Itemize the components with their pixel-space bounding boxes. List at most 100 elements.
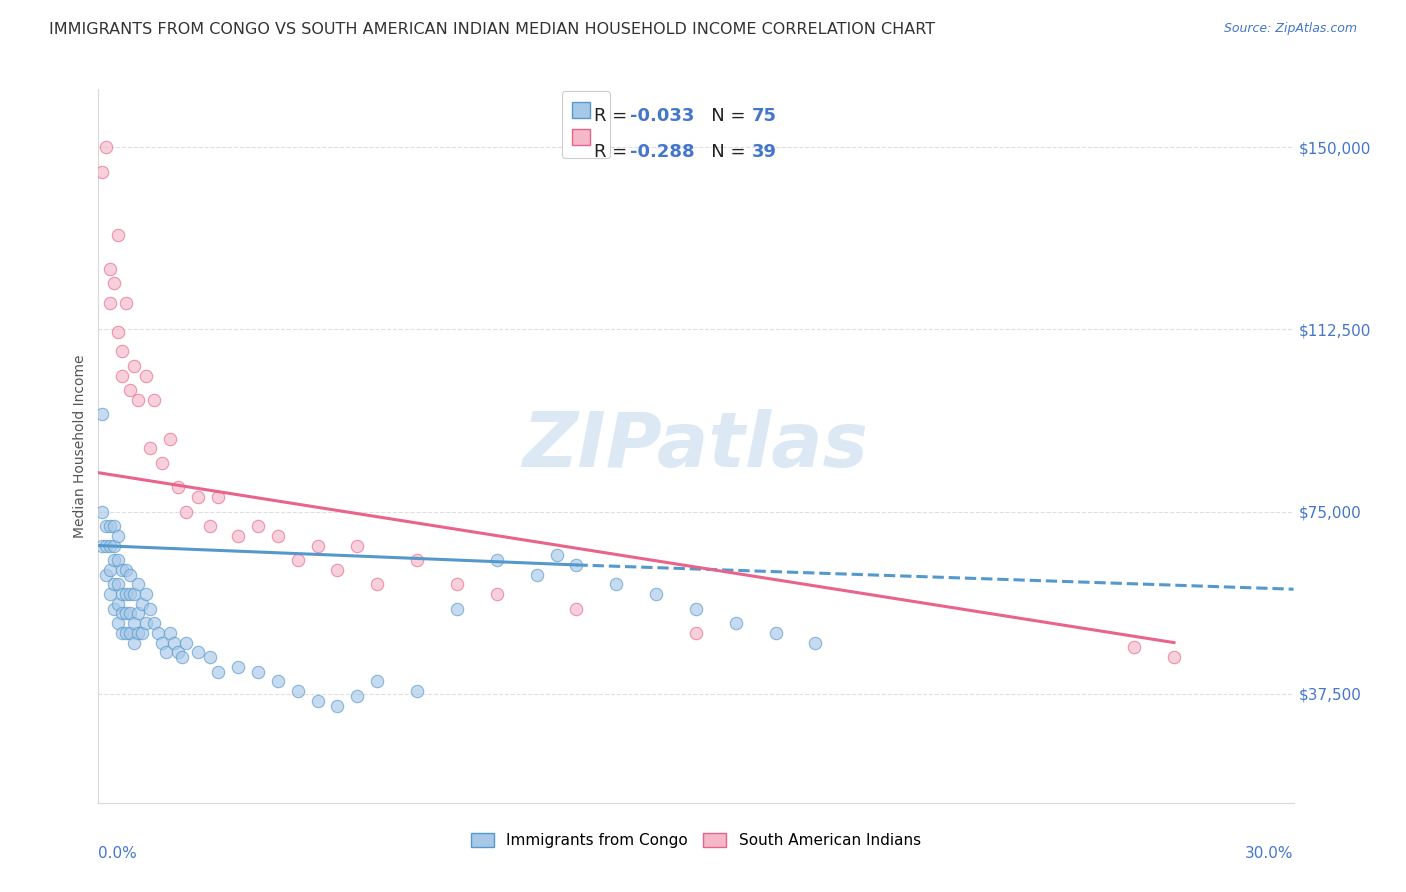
Point bbox=[307, 539, 329, 553]
Point bbox=[546, 548, 568, 562]
Point bbox=[172, 650, 194, 665]
Point bbox=[124, 635, 146, 649]
Point bbox=[246, 665, 269, 679]
Point bbox=[685, 601, 707, 615]
Point bbox=[124, 587, 146, 601]
Point bbox=[605, 577, 627, 591]
Text: 0.0%: 0.0% bbox=[98, 846, 138, 861]
Point bbox=[485, 553, 508, 567]
Text: IMMIGRANTS FROM CONGO VS SOUTH AMERICAN INDIAN MEDIAN HOUSEHOLD INCOME CORRELATI: IMMIGRANTS FROM CONGO VS SOUTH AMERICAN … bbox=[49, 22, 935, 37]
Point bbox=[406, 553, 429, 567]
Point bbox=[107, 597, 129, 611]
Point bbox=[307, 694, 329, 708]
Point bbox=[111, 626, 134, 640]
Point bbox=[135, 616, 157, 631]
Point bbox=[115, 295, 138, 310]
Point bbox=[406, 684, 429, 698]
Point bbox=[198, 650, 221, 665]
Point bbox=[127, 577, 149, 591]
Point bbox=[115, 626, 138, 640]
Point bbox=[98, 295, 122, 310]
Text: 30.0%: 30.0% bbox=[1246, 846, 1294, 861]
Text: R =: R = bbox=[595, 143, 633, 161]
Point bbox=[485, 587, 508, 601]
Point bbox=[346, 539, 368, 553]
Point bbox=[127, 392, 149, 407]
Point bbox=[107, 553, 129, 567]
Point bbox=[724, 616, 747, 631]
Point bbox=[1163, 650, 1185, 665]
Point bbox=[139, 601, 162, 615]
Text: -0.288: -0.288 bbox=[630, 143, 695, 161]
Point bbox=[167, 645, 190, 659]
Point bbox=[98, 563, 122, 577]
Point bbox=[159, 432, 181, 446]
Point bbox=[267, 529, 290, 543]
Point bbox=[107, 325, 129, 339]
Point bbox=[91, 504, 114, 518]
Text: N =: N = bbox=[693, 107, 751, 125]
Point bbox=[198, 519, 221, 533]
Text: R =: R = bbox=[595, 107, 633, 125]
Point bbox=[267, 674, 290, 689]
Point bbox=[565, 601, 588, 615]
Point bbox=[111, 368, 134, 383]
Point bbox=[159, 626, 181, 640]
Point bbox=[107, 616, 129, 631]
Point bbox=[685, 626, 707, 640]
Point bbox=[120, 383, 142, 397]
Point bbox=[366, 577, 388, 591]
Text: 75: 75 bbox=[752, 107, 778, 125]
Text: 39: 39 bbox=[752, 143, 778, 161]
Point bbox=[98, 539, 122, 553]
Point bbox=[111, 587, 134, 601]
Text: N =: N = bbox=[693, 143, 751, 161]
Point bbox=[115, 607, 138, 621]
Point bbox=[287, 684, 309, 698]
Point bbox=[120, 607, 142, 621]
Point bbox=[139, 442, 162, 456]
Text: Source: ZipAtlas.com: Source: ZipAtlas.com bbox=[1223, 22, 1357, 36]
Y-axis label: Median Household Income: Median Household Income bbox=[73, 354, 87, 538]
Point bbox=[804, 635, 827, 649]
Point bbox=[115, 587, 138, 601]
Point bbox=[107, 529, 129, 543]
Point bbox=[148, 626, 170, 640]
Point bbox=[124, 359, 146, 373]
Point bbox=[98, 519, 122, 533]
Point bbox=[645, 587, 668, 601]
Point bbox=[96, 519, 118, 533]
Point bbox=[135, 368, 157, 383]
Point bbox=[187, 490, 209, 504]
Point bbox=[174, 635, 197, 649]
Point bbox=[226, 529, 249, 543]
Point bbox=[96, 567, 118, 582]
Point bbox=[326, 698, 349, 713]
Point bbox=[163, 635, 186, 649]
Point bbox=[91, 539, 114, 553]
Point bbox=[226, 660, 249, 674]
Point bbox=[111, 344, 134, 359]
Point bbox=[120, 587, 142, 601]
Point bbox=[107, 227, 129, 242]
Point bbox=[103, 577, 125, 591]
Point bbox=[150, 635, 173, 649]
Point bbox=[107, 577, 129, 591]
Point bbox=[91, 408, 114, 422]
Point bbox=[1123, 640, 1146, 655]
Point bbox=[765, 626, 787, 640]
Point bbox=[120, 626, 142, 640]
Point bbox=[346, 689, 368, 703]
Point bbox=[98, 587, 122, 601]
Point bbox=[131, 626, 153, 640]
Point bbox=[111, 607, 134, 621]
Point bbox=[143, 616, 166, 631]
Point bbox=[120, 567, 142, 582]
Text: -0.033: -0.033 bbox=[630, 107, 695, 125]
Point bbox=[103, 277, 125, 291]
Point bbox=[167, 480, 190, 494]
Point bbox=[98, 261, 122, 276]
Point bbox=[143, 392, 166, 407]
Point bbox=[103, 519, 125, 533]
Point bbox=[287, 553, 309, 567]
